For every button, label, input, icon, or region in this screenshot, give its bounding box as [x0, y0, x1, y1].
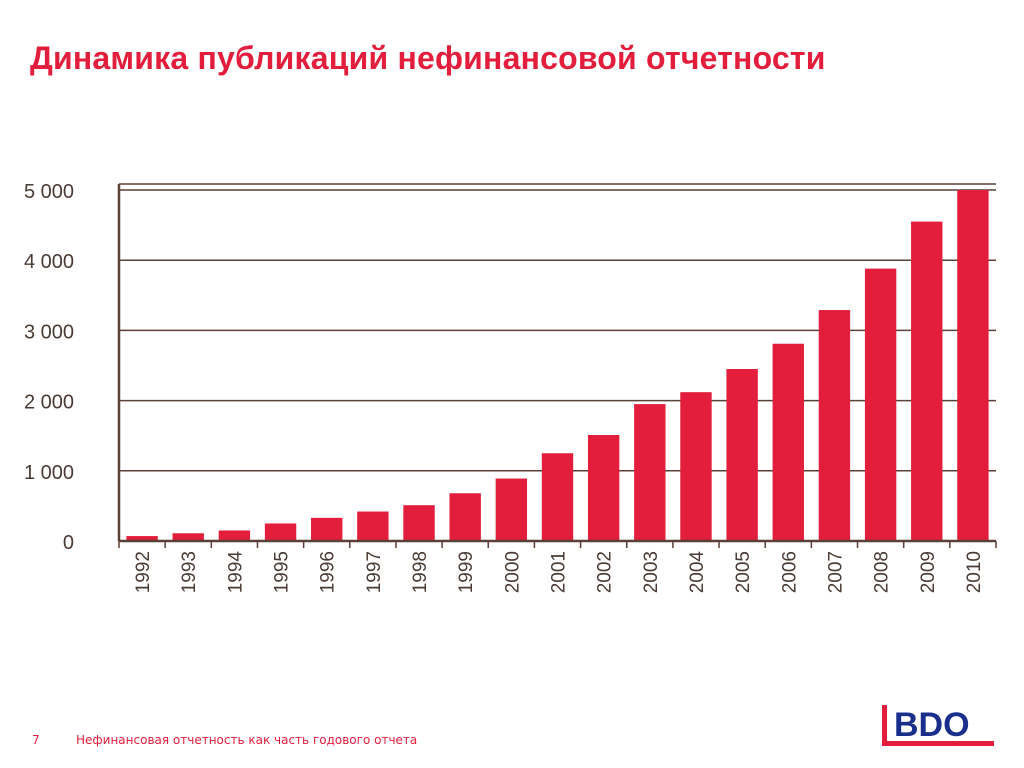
x-tick-label: 2008 [872, 551, 893, 593]
x-tick-label: 2007 [825, 551, 846, 593]
y-tick-label: 5 000 [24, 181, 74, 203]
bar-1993 [172, 533, 204, 541]
x-tick-label: 2006 [779, 551, 800, 593]
logo-text: BDO [894, 706, 970, 744]
x-tick-label: 2004 [687, 551, 708, 594]
x-tick-label: 1995 [272, 551, 293, 593]
logo-bracket-vertical [882, 705, 887, 745]
x-tick-label: 1996 [318, 551, 339, 593]
x-tick-label: 2010 [964, 551, 985, 593]
bar-2009 [911, 221, 943, 541]
bar-2010 [957, 190, 989, 541]
bar-1996 [311, 517, 343, 541]
x-tick-label: 1993 [179, 551, 200, 593]
x-tick-label: 2005 [733, 551, 754, 593]
x-tick-label: 1998 [410, 551, 431, 593]
x-tick-label: 1992 [133, 551, 154, 593]
y-tick-label: 1 000 [24, 462, 74, 484]
bar-1992 [126, 536, 158, 541]
y-tick-label: 4 000 [24, 251, 74, 273]
bar-2008 [864, 268, 897, 541]
bar-2002 [587, 434, 620, 541]
bar-2003 [634, 404, 666, 541]
bar-2001 [541, 453, 574, 541]
bar-2004 [680, 392, 712, 541]
x-tick-label: 1997 [364, 551, 385, 593]
bar-2007 [818, 310, 851, 541]
bar-1999 [449, 493, 481, 541]
logo-bracket-horizontal [882, 741, 994, 746]
page-number: 7 [32, 733, 40, 747]
slide-title: Динамика публикаций нефинансовой отчетно… [30, 40, 826, 76]
y-tick-label: 3 000 [24, 321, 74, 343]
x-tick-label: 1994 [225, 551, 246, 594]
y-tick-label: 2 000 [24, 392, 74, 414]
x-tick-label: 2002 [595, 551, 616, 593]
bar-2000 [495, 478, 528, 541]
x-tick-label: 2001 [549, 551, 570, 593]
bar-1998 [403, 505, 435, 541]
x-tick-label: 2000 [502, 551, 523, 593]
bar-2005 [726, 369, 758, 541]
bdo-logo: BDO [882, 705, 994, 746]
x-tick-label: 2009 [918, 551, 939, 593]
bar-2006 [772, 343, 804, 541]
footer-caption: Нефинансовая отчетность как часть годово… [76, 733, 418, 747]
bar-1994 [218, 530, 251, 541]
bar-1997 [357, 511, 389, 541]
y-tick-label: 0 [63, 532, 74, 554]
x-tick-label: 2003 [641, 551, 662, 593]
bar-1995 [264, 523, 297, 541]
x-tick-label: 1999 [456, 551, 477, 593]
